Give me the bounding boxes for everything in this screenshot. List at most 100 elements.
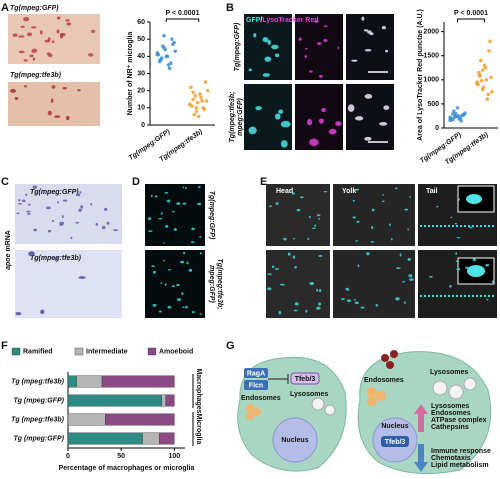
- cell-speck: [77, 89, 81, 92]
- cell-speck: [268, 205, 272, 208]
- cell-speck: [171, 285, 176, 287]
- data-point: [478, 74, 482, 78]
- microscopy-image: [244, 14, 292, 80]
- cell-speck: [280, 140, 288, 148]
- organelle-label: Endosomes: [364, 377, 404, 384]
- y-axis-label: Number of NR⁺ microglia: [127, 31, 134, 115]
- y-tick-label: Tg (mpeg:tfe3b): [11, 378, 65, 385]
- upregulated-item: Endosomes: [431, 410, 471, 417]
- cell-speck: [248, 126, 257, 135]
- cell-speck: [293, 309, 298, 312]
- y-tick-label: 1500: [423, 53, 439, 60]
- data-point: [203, 80, 208, 84]
- image-header: GFP: [148, 188, 163, 195]
- cell-speck: [18, 202, 22, 205]
- cell-speck: [364, 48, 372, 52]
- p-value: P < 0.0001: [166, 10, 200, 17]
- legend-label: Amoeboid: [159, 348, 193, 355]
- bar-segment: [159, 432, 175, 445]
- cell-speck: [363, 29, 369, 32]
- panel-letter: D: [132, 176, 140, 188]
- cell-speck: [104, 207, 108, 211]
- cell-speck: [186, 261, 189, 265]
- data-point: [161, 44, 165, 48]
- data-point: [195, 100, 200, 105]
- cell-speck: [75, 221, 79, 224]
- cell-speck: [39, 30, 43, 35]
- cell-speck: [308, 215, 311, 219]
- cell-speck: [25, 193, 28, 196]
- data-point: [490, 90, 494, 94]
- tfeb-box: [290, 372, 320, 385]
- row-label: mpeg:GFP): [237, 97, 244, 135]
- cell-speck: [176, 283, 180, 286]
- cell-speck: [407, 257, 411, 262]
- cell-speck: [371, 226, 374, 230]
- cell-speck: [409, 278, 414, 281]
- cell-speck: [346, 289, 349, 291]
- microscopy-image: [333, 250, 415, 318]
- cell-speck: [70, 236, 73, 240]
- p-value: P < 0.0001: [454, 10, 488, 17]
- data-point: [455, 105, 460, 110]
- data-point: [191, 90, 195, 95]
- cell-speck: [180, 260, 185, 264]
- cell-speck: [360, 306, 365, 309]
- cell-speck: [262, 73, 270, 77]
- cell-speck: [355, 116, 364, 121]
- cell-speck: [323, 39, 328, 42]
- organelle-label: Lysosomes: [290, 391, 328, 398]
- cell-speck: [371, 208, 375, 212]
- cell-speck: [78, 276, 86, 279]
- cell-speck: [472, 258, 477, 261]
- significance-bracket: [457, 18, 485, 22]
- y-tick-label: 60: [137, 19, 145, 26]
- y-tick-label: 0: [435, 125, 439, 132]
- cell-speck: [182, 186, 185, 189]
- data-point: [480, 68, 485, 72]
- x-axis-label: Percentage of macrophages or microglia: [59, 465, 195, 472]
- panel-a-images: Tg(mpeg:GFP) Tg(mpeg:tfe3b): [8, 5, 100, 126]
- cell-speck: [337, 46, 340, 49]
- significance-bracket: [165, 18, 200, 22]
- cell-speck: [51, 85, 56, 89]
- data-point: [477, 70, 481, 75]
- data-point: [487, 49, 491, 53]
- data-point: [194, 109, 199, 114]
- panel-letter: C: [1, 176, 9, 188]
- cell-speck: [147, 217, 152, 220]
- data-point: [484, 78, 489, 82]
- cell-speck: [335, 121, 342, 127]
- cell-speck: [305, 47, 308, 50]
- cell-speck: [287, 252, 291, 256]
- cell-speck: [166, 200, 169, 202]
- data-point: [162, 33, 166, 38]
- cell-speck: [191, 311, 195, 314]
- data-point: [163, 47, 167, 52]
- protein-box: [244, 380, 268, 390]
- tfeb-box: [381, 436, 409, 447]
- cell-speck: [396, 267, 401, 269]
- probe-type: mRNA: [5, 230, 12, 251]
- cell-speck: [318, 302, 322, 306]
- cell-speck: [394, 187, 398, 190]
- data-point: [188, 102, 192, 107]
- panel-e-images: Head Yolk Tail: [266, 184, 497, 318]
- data-point: [155, 52, 160, 57]
- cell-speck: [455, 260, 460, 263]
- cell-speck: [271, 44, 279, 50]
- cell-speck: [307, 118, 313, 126]
- microscopy-image: [145, 184, 205, 246]
- cell-speck: [292, 255, 296, 259]
- cell-speck: [151, 265, 156, 267]
- cell-speck: [90, 203, 93, 206]
- lysosome: [432, 380, 448, 396]
- cell-speck: [47, 229, 52, 233]
- image-label: Tg(mpeg:GFP): [30, 189, 79, 196]
- upregulated-item: Lysosomes: [431, 403, 469, 410]
- data-point: [478, 58, 483, 63]
- cell-speck: [385, 49, 389, 53]
- cell-speck: [305, 309, 308, 313]
